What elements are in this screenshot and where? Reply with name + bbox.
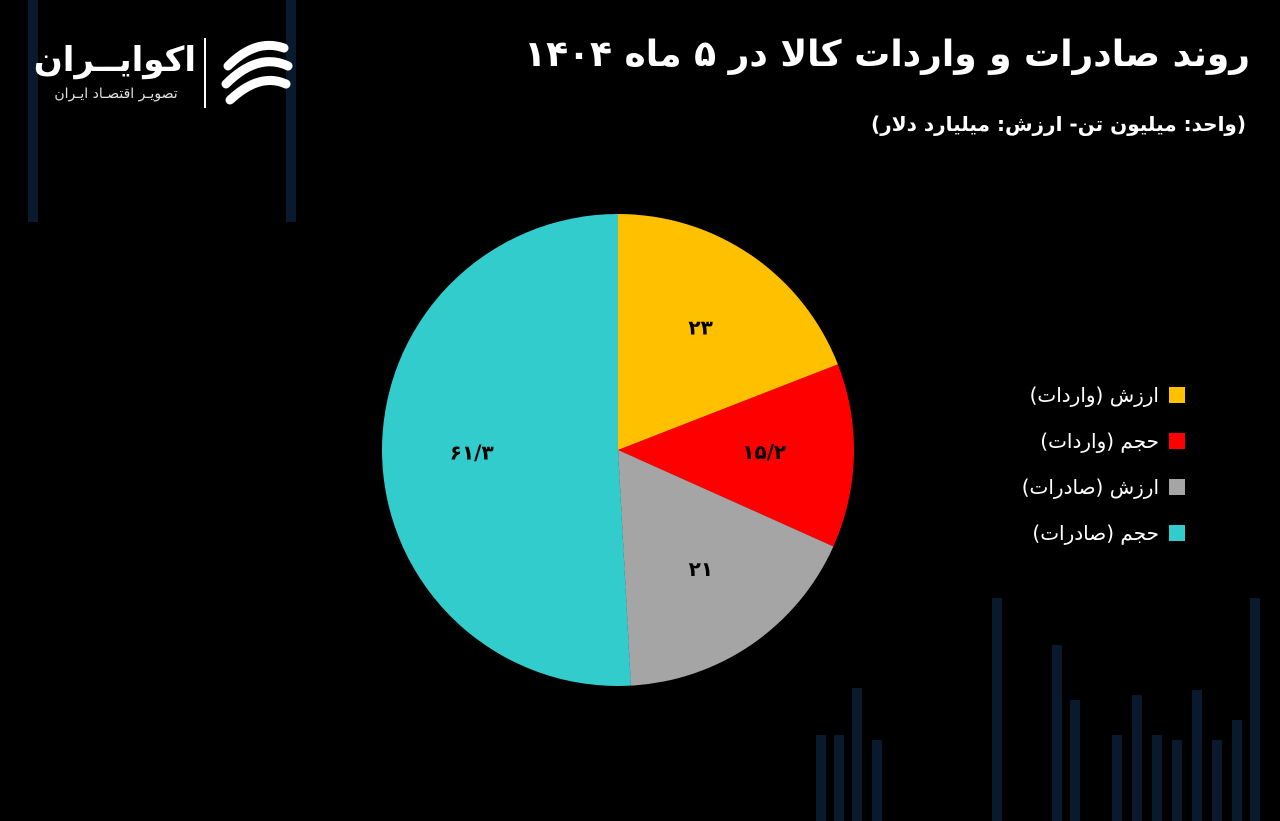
legend-label: حجم (صادرات)	[1032, 521, 1159, 545]
ecoiran-logo-icon	[221, 40, 293, 105]
legend-label: ارزش (واردات)	[1029, 383, 1159, 407]
legend-item-4: حجم (صادرات)	[1022, 510, 1185, 556]
chart-legend: ارزش (واردات) حجم (واردات) ارزش (صادرات) حج…	[1022, 372, 1185, 556]
pie-slice-label-2: ۱۵/۲	[742, 440, 786, 464]
legend-swatch	[1169, 433, 1185, 449]
brand-name: اکوایــران	[33, 40, 196, 80]
legend-swatch	[1169, 525, 1185, 541]
brand-logo: اکوایــران تصویـر اقتصـاد ایـران	[33, 36, 306, 112]
legend-item-3: ارزش (صادرات)	[1022, 464, 1185, 510]
legend-label: حجم (واردات)	[1040, 429, 1159, 453]
legend-item-1: ارزش (واردات)	[1022, 372, 1185, 418]
legend-label: ارزش (صادرات)	[1021, 475, 1159, 499]
pie-slice-1	[618, 214, 838, 450]
legend-item-2: حجم (واردات)	[1022, 418, 1185, 464]
chart-subtitle: (واحد: میلیون تن- ارزش: میلیارد دلار)	[871, 112, 1246, 136]
logo-divider	[204, 38, 206, 108]
pie-slice-4	[382, 214, 631, 686]
pie-slice-label-4: ۶۱/۳	[450, 441, 494, 465]
chart-title: روند صادرات و واردات کالا در ۵ ماه ۱۴۰۴	[524, 34, 1250, 75]
pie-slice-3	[618, 450, 834, 686]
pie-slice-label-3: ۲۱	[689, 557, 713, 581]
pie-slice-label-1: ۲۳	[688, 316, 712, 340]
pie-slice-2	[618, 364, 854, 547]
brand-tagline: تصویـر اقتصـاد ایـران	[54, 86, 178, 102]
legend-swatch	[1169, 479, 1185, 495]
legend-swatch	[1169, 387, 1185, 403]
